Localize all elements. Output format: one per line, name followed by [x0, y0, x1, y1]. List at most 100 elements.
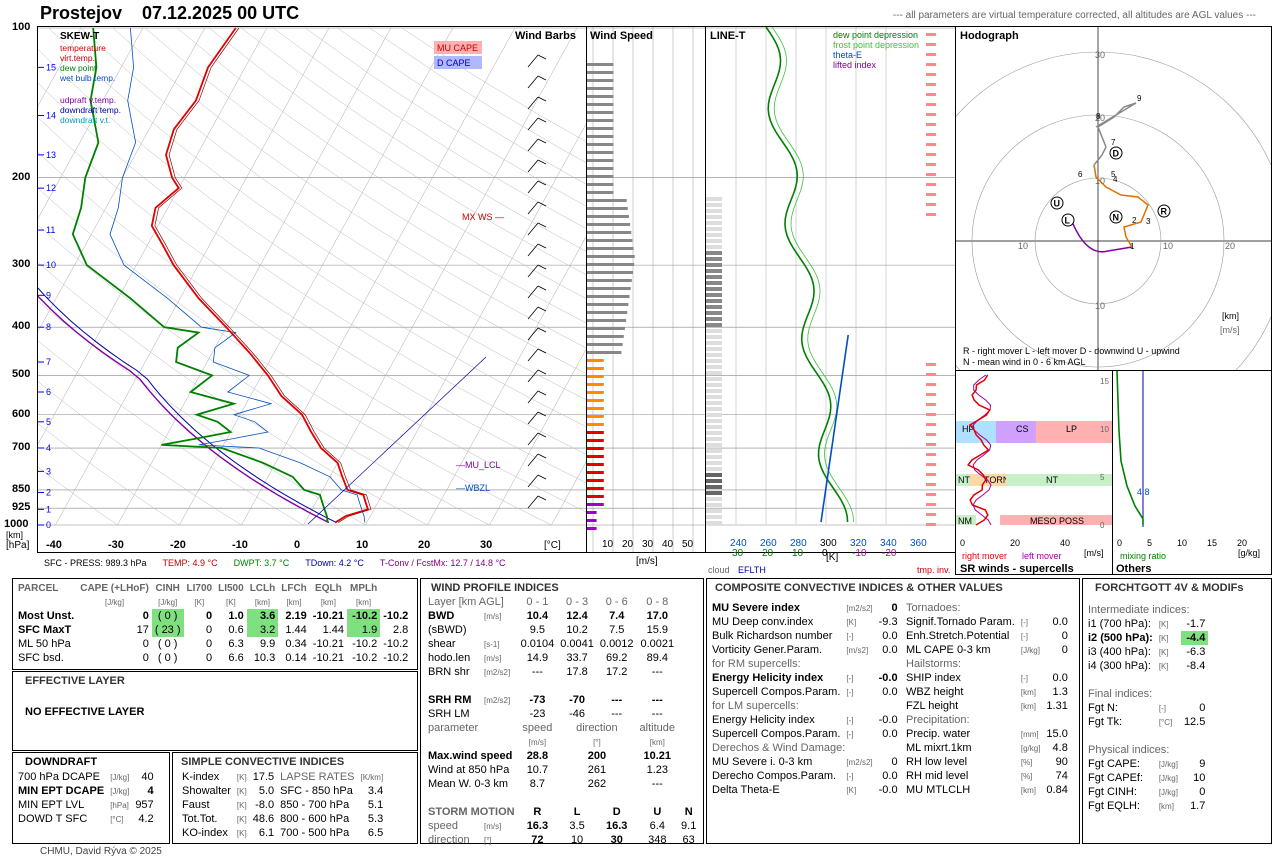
lapse-unit: [K/km]	[360, 772, 384, 782]
wbzl-label: —WBZL	[456, 483, 490, 493]
srw-unit: [m/s]	[1084, 548, 1104, 558]
srw-zone-label: LP	[1066, 424, 1077, 434]
hodo-ring-label: 20	[1095, 113, 1105, 123]
isotherm-line	[489, 27, 764, 526]
srh-label: SRH LM	[428, 708, 470, 720]
tmpinv-bar	[926, 473, 936, 476]
parcel-header: LCLh	[249, 582, 276, 594]
forchtgott-value: 10	[1193, 772, 1206, 784]
height-label: 7	[46, 357, 51, 367]
cloud-bar	[706, 293, 722, 297]
parcel-header: LI500	[218, 582, 244, 594]
ws-bar	[587, 495, 604, 498]
wp-unit: [m/s]	[483, 611, 502, 621]
table-row: BWD [m/s] 10.4 12.4 7.4 17.0	[425, 609, 699, 623]
composite-label: Energy Helicity index	[712, 714, 815, 726]
cloud-bar	[706, 257, 722, 261]
wp-value: 69.2	[606, 652, 628, 664]
composite-value: 74	[1055, 770, 1068, 782]
skewt-title: SKEW-T	[60, 31, 99, 42]
table-row: SFC MaxT 17( 23 ) 0 0.6 3.2 1.44 1.44 1.9 2.8	[15, 623, 411, 637]
wind-barb-flag	[537, 243, 547, 249]
forchtgott-title: FORCHTGOTT 4V & MODIFs	[1095, 582, 1244, 594]
simple-label: Tot.Tot.	[182, 813, 218, 825]
wind-barb-flag	[537, 180, 547, 186]
composite-unit: [-]	[846, 687, 854, 697]
composite-unit: [km]	[1020, 687, 1036, 697]
cape-label-bg	[434, 41, 482, 54]
forchtgott-unit: [km]	[1158, 801, 1174, 811]
wind-barb-flag	[537, 390, 547, 396]
composite-label: Precip. water	[906, 728, 971, 740]
composite-label: Vorticity Gener.Param.	[712, 644, 823, 656]
cloud-bar	[706, 509, 722, 513]
cape-label-bg	[434, 56, 482, 69]
parcel-header: EQLh	[315, 582, 342, 594]
cloud-bar	[706, 233, 722, 237]
wp-unit	[481, 623, 518, 637]
wind-barb-flag	[537, 306, 547, 312]
downdraft-box: DOWNDRAFT 700 hPa DCAPE [J/kg] 40 MIN EPT D…	[12, 752, 170, 844]
isotherm-line	[303, 27, 578, 526]
hodograph-panel: 1020301010203010RLNUD123456789	[908, 26, 1280, 431]
ws-bar	[587, 215, 629, 218]
windspeed-panel	[586, 26, 706, 553]
tmpinv-bar	[926, 123, 936, 126]
parcel-header: CAPE (+LHoF)	[80, 582, 149, 594]
simple-value: 6.1	[258, 827, 275, 839]
cloud-bar	[706, 341, 722, 345]
table-row: Vorticity Gener.Param. [m/s2] 0.0	[709, 643, 901, 657]
table-cell: [°]	[593, 737, 601, 747]
dry-adiabat	[0, 189, 490, 526]
linet-tick-bottom: 0	[822, 548, 828, 559]
dry-adiabat	[0, 349, 242, 526]
tmpinv-bar	[926, 453, 936, 456]
hodo-ring-label: 10	[1095, 301, 1105, 311]
wind-barb-flag	[537, 411, 547, 417]
skewt-footer: SFC - PRESS: 989.3 hPa TEMP: 4.9 °C DWPT: …	[44, 558, 522, 568]
forchtgott-label: i1 (700 hPa):	[1088, 618, 1151, 630]
ws-bar	[587, 383, 604, 386]
wind-barb-flag	[537, 201, 547, 207]
wp-value: 0.0012	[599, 638, 634, 650]
storm-dir-value: 10	[570, 834, 584, 846]
cloud-bar	[706, 359, 722, 363]
ws-tick-label: 40	[662, 539, 674, 550]
composite-section: Tornadoes:	[906, 602, 961, 614]
table-cell: [m/s]	[528, 737, 547, 747]
height-label: 11	[46, 225, 55, 235]
forchtgott-label: i3 (400 hPa):	[1088, 646, 1151, 658]
wp-value: 89.4	[646, 652, 668, 664]
ws-bar	[587, 167, 614, 170]
composite-label: ML CAPE 0-3 km	[906, 644, 991, 656]
skewt-footer-item: TEMP: 4.9 °C	[162, 558, 218, 568]
hodograph-title: Hodograph	[960, 30, 1019, 42]
wind-barb-shaft	[527, 222, 539, 236]
hodo-marker	[1061, 213, 1075, 227]
parcel-header: MPLh	[349, 582, 378, 594]
cloud-bar	[706, 389, 722, 393]
mixing-line	[307, 356, 487, 525]
footer-credit: CHMU, David Rýva © 2025	[40, 846, 162, 857]
others-chart: 0 5 10 15 20 4.8	[1116, 370, 1247, 548]
storm-dir-value: 63	[682, 834, 695, 846]
composite-label: SHIP index	[906, 672, 961, 684]
srh-value: -73	[529, 694, 546, 706]
table-row: SRH RM [m2/s2] -73 -70 --- ---	[425, 693, 699, 707]
table-row: Fgt CAPE: [J/kg] 9	[1085, 757, 1208, 771]
frostpoint-depression-line	[771, 26, 854, 523]
parcel-name: SFC bsd.	[18, 652, 64, 664]
wind-barb-shaft	[527, 369, 539, 383]
storm-speed-label: speed	[428, 820, 458, 832]
forchtgott-value: -6.3	[1186, 646, 1206, 658]
table-row: 700 hPa DCAPE [J/kg] 40	[15, 770, 157, 784]
parcel-mplh: -10.2	[383, 610, 409, 622]
cloud-bar	[706, 383, 722, 387]
table-row: Bulk Richardson number [-] 0.0	[709, 629, 901, 643]
parcel-eqlh: -10.2	[352, 652, 378, 664]
composite-label: FZL height	[906, 700, 959, 712]
linet-legend-entry: theta-E	[833, 50, 863, 60]
hodo-legend-2: N - mean wind in 0 - 6 km AGL	[963, 357, 1086, 367]
ws-bar	[587, 439, 604, 442]
table-row: Tot.Tot. [K] 48.6 800 - 600 hPa 5.3	[179, 812, 386, 826]
